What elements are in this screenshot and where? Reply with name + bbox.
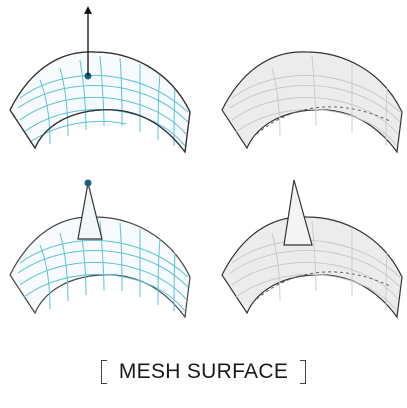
dome-outline — [9, 51, 191, 154]
panel-mesh-with-vector — [9, 6, 191, 154]
hidden-edge — [251, 106, 393, 139]
spike — [283, 179, 313, 246]
surface-fill — [221, 216, 403, 319]
panel-surface-with-spike — [221, 179, 403, 319]
spike — [77, 182, 103, 240]
panel-mesh-with-spike — [9, 179, 191, 319]
surface-fill — [221, 51, 403, 154]
dome-surface — [9, 216, 191, 319]
caption-bracket-left — [100, 360, 107, 384]
hidden-edge — [251, 271, 393, 304]
mesh-grid — [17, 55, 189, 147]
control-point — [84, 179, 92, 187]
caption-text: MESH SURFACE — [118, 360, 289, 383]
surface-grid — [229, 220, 401, 312]
figure-caption: MESH SURFACE — [0, 357, 407, 387]
dome-surface — [9, 51, 191, 154]
panel-smooth-surface — [221, 51, 403, 154]
caption-bracket-right — [300, 360, 307, 384]
surface-grid — [229, 55, 401, 147]
